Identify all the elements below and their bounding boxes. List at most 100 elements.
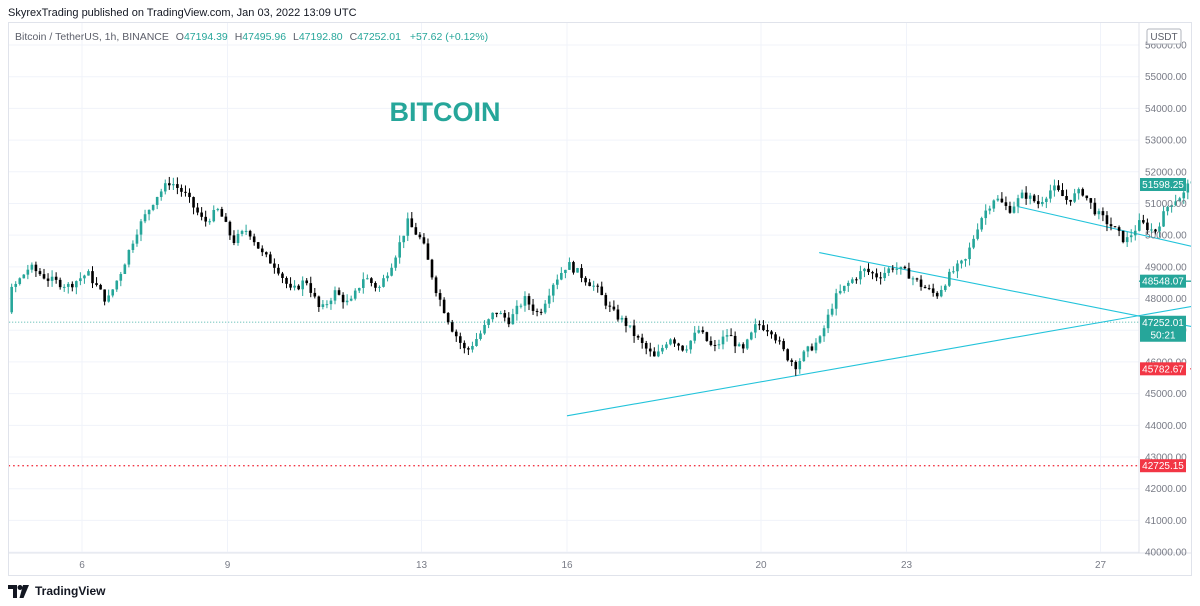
candle-body — [370, 278, 373, 284]
candle-body — [539, 311, 543, 313]
candle-body — [1113, 226, 1117, 228]
candle-body — [119, 274, 123, 281]
candle-body — [729, 335, 733, 337]
candle-body — [1146, 222, 1149, 231]
candle-body — [1105, 215, 1109, 225]
candle-body — [657, 351, 660, 357]
candle-body — [1053, 185, 1056, 191]
candle-body — [919, 279, 923, 287]
candle-body — [240, 231, 244, 234]
candle-body — [584, 277, 587, 283]
candle-body — [398, 242, 401, 258]
candle-body — [1073, 193, 1076, 202]
candle-body — [1121, 230, 1125, 243]
candle-body — [636, 335, 640, 338]
candle-body — [968, 247, 971, 260]
x-tick-label: 20 — [755, 560, 767, 571]
svg-text:Bitcoin / TetherUS, 1h, BINANC: Bitcoin / TetherUS, 1h, BINANCE O47194.3… — [15, 31, 488, 43]
candle-body — [802, 351, 806, 361]
candle-body — [115, 280, 119, 290]
candle-body — [1138, 220, 1141, 231]
candle-body — [430, 259, 434, 278]
candle-body — [766, 330, 769, 332]
candle-body — [168, 183, 171, 186]
candle-body — [1069, 199, 1072, 202]
candle-body — [956, 263, 959, 272]
candle-body — [543, 303, 547, 313]
current-price-countdown: 50:21 — [1150, 330, 1175, 341]
candle-body — [745, 339, 749, 349]
candle-body — [313, 292, 317, 297]
candle-body — [741, 344, 745, 349]
candle-body — [1186, 183, 1190, 193]
candle-body — [737, 344, 741, 347]
candle-body — [1077, 189, 1080, 194]
chart-pane[interactable]: Цель по бычьему сценариювысота бриллаинт… — [8, 22, 1192, 576]
candle-body — [786, 349, 789, 361]
candle-body — [103, 289, 106, 302]
candle-body — [95, 283, 98, 285]
candle-body — [345, 300, 349, 303]
candle-body — [248, 230, 252, 237]
candle-body — [426, 243, 430, 260]
candle-body — [1012, 206, 1016, 213]
candle-body — [616, 309, 620, 320]
candle-body — [333, 290, 337, 301]
candle-body — [875, 273, 878, 278]
candle-body — [1109, 224, 1113, 227]
candle-body — [871, 272, 874, 274]
candle-body — [46, 278, 50, 281]
close-value: 47252.01 — [357, 31, 401, 43]
bear-activation-badge — [1140, 362, 1186, 376]
candle-body — [713, 344, 717, 346]
time-axis[interactable]: 691316202327202247101317 — [79, 560, 1191, 571]
candle-body — [879, 277, 882, 279]
candle-body — [135, 234, 139, 244]
diamond-trendlines — [566, 206, 1191, 417]
candle-body — [806, 346, 810, 352]
candle-body — [281, 273, 284, 278]
candle-body — [200, 212, 203, 217]
candle-body — [14, 283, 18, 287]
candle-body — [899, 266, 903, 269]
candle-body — [475, 339, 478, 346]
candle-body — [754, 324, 757, 333]
candles — [10, 176, 1191, 376]
candle-body — [1162, 211, 1165, 227]
candle-body — [289, 283, 292, 288]
candle-body — [1049, 190, 1052, 199]
bull-activation-price-label: 48548.07 — [1142, 277, 1184, 288]
candle-body — [640, 337, 644, 343]
candle-body — [948, 271, 951, 286]
candle-body — [42, 274, 46, 279]
candle-body — [507, 317, 511, 325]
price-chart[interactable]: Цель по бычьему сценариювысота бриллаинт… — [9, 23, 1191, 575]
candle-body — [155, 196, 159, 205]
candle-body — [418, 234, 422, 238]
candle-body — [285, 277, 288, 284]
y-tick-label: 54000.00 — [1145, 104, 1187, 115]
x-tick-label: 16 — [561, 560, 573, 571]
candle-body — [450, 322, 454, 332]
candle-body — [1041, 202, 1044, 205]
price-axis[interactable]: 56000.00 55000.00 54000.00 53000.00 52000.00… — [1145, 41, 1187, 559]
candle-body — [75, 281, 78, 288]
candle-body — [434, 277, 438, 294]
candle-body — [54, 276, 58, 280]
candle-body — [232, 235, 236, 243]
candle-body — [762, 325, 765, 331]
candle-body — [208, 221, 212, 223]
candle-body — [580, 268, 583, 278]
candle-body — [337, 290, 341, 295]
candle-body — [402, 235, 406, 243]
candle-body — [1065, 195, 1068, 200]
candle-body — [826, 314, 830, 329]
currency-badge[interactable]: USDT — [1146, 28, 1182, 45]
x-tick-label: 6 — [79, 560, 85, 571]
candle-body — [147, 209, 151, 215]
candle-body — [479, 333, 482, 340]
candle-body — [709, 340, 713, 345]
candle-body — [1004, 202, 1008, 206]
candle-body — [329, 300, 333, 305]
tradingview-brand[interactable]: TradingView — [8, 584, 105, 598]
